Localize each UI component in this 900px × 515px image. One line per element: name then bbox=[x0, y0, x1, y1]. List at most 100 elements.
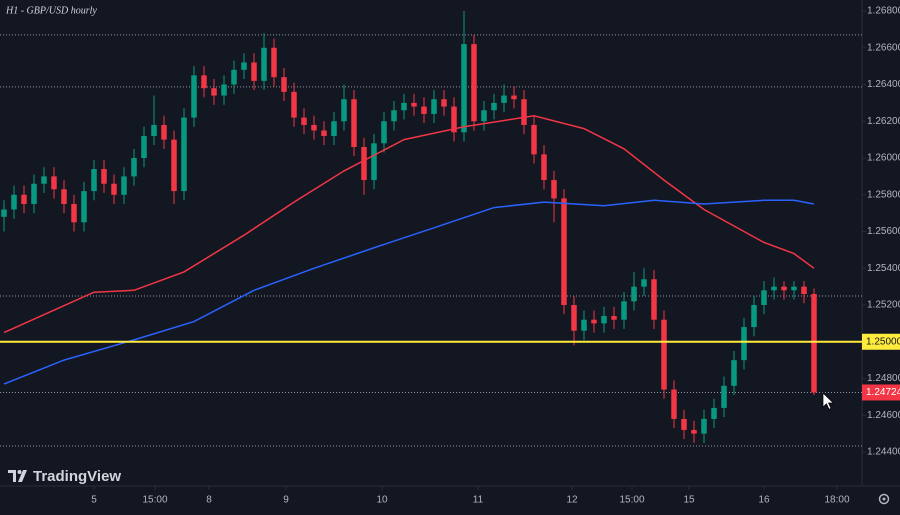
moving-average-line bbox=[3, 199, 815, 385]
candle-body bbox=[301, 117, 307, 125]
y-tick-label: 1.26800 bbox=[867, 6, 900, 17]
candle-body bbox=[341, 99, 347, 122]
y-tick-label: 1.26200 bbox=[867, 116, 900, 127]
candle-body bbox=[61, 189, 67, 204]
candle-body bbox=[291, 91, 297, 118]
watermark: TradingView bbox=[33, 468, 121, 485]
candle-body bbox=[251, 62, 257, 81]
candle-body bbox=[781, 286, 787, 291]
candle-body bbox=[471, 44, 477, 122]
last-price-tag bbox=[862, 384, 900, 401]
x-tick-label: 15:00 bbox=[619, 495, 644, 506]
candle-body bbox=[811, 293, 817, 393]
candle-body bbox=[121, 176, 127, 195]
candle-body bbox=[711, 407, 717, 419]
candle-body bbox=[321, 130, 327, 136]
candle-body bbox=[351, 99, 357, 147]
candle-body bbox=[41, 176, 47, 184]
candle-body bbox=[761, 290, 767, 306]
candle-body bbox=[31, 183, 37, 204]
candle-body bbox=[521, 99, 527, 125]
x-tick-label: 11 bbox=[473, 495, 484, 506]
candle-body bbox=[141, 135, 147, 159]
candle-body bbox=[51, 176, 57, 190]
candle-body bbox=[91, 169, 97, 192]
candle-body bbox=[201, 75, 207, 89]
candle-body bbox=[261, 47, 267, 81]
chart-title: H1 - GBP/USD hourly bbox=[5, 5, 97, 16]
x-tick-label: 15 bbox=[683, 495, 695, 506]
candle-body bbox=[221, 84, 227, 96]
candle-body bbox=[581, 319, 587, 331]
candle-body bbox=[491, 102, 497, 111]
candle-body bbox=[611, 316, 617, 320]
settings-gear[interactable] bbox=[878, 493, 890, 505]
candle-body bbox=[561, 198, 567, 306]
y-tick-label: 1.25800 bbox=[867, 189, 900, 200]
candle-body bbox=[281, 77, 287, 92]
logo bbox=[8, 470, 27, 482]
candle-body bbox=[661, 319, 667, 390]
x-tick-label: 18:00 bbox=[824, 495, 849, 506]
candle-body bbox=[1, 209, 7, 217]
x-tick-label: 10 bbox=[376, 495, 388, 506]
candle-body bbox=[421, 106, 427, 114]
candle-body bbox=[391, 110, 397, 122]
logo-icon bbox=[8, 470, 27, 482]
candle-body bbox=[111, 183, 117, 195]
candle-body bbox=[621, 301, 627, 320]
x-tick-label: 8 bbox=[206, 495, 212, 506]
last-price-label: 1.24724 bbox=[866, 387, 900, 398]
candle-body bbox=[161, 124, 167, 140]
y-tick-label: 1.25400 bbox=[867, 263, 900, 274]
candle-body bbox=[641, 279, 647, 287]
candle-body bbox=[211, 88, 217, 96]
y-tick-label: 1.26600 bbox=[867, 42, 900, 53]
candle-body bbox=[731, 360, 737, 386]
y-tick-label: 1.26400 bbox=[867, 79, 900, 90]
candle-body bbox=[271, 47, 277, 78]
candle-body bbox=[451, 106, 457, 133]
candle-body bbox=[311, 124, 317, 131]
candle-body bbox=[481, 110, 487, 122]
x-tick-label: 9 bbox=[283, 495, 289, 506]
candle-body bbox=[101, 169, 107, 184]
key-level-label: 1.25000 bbox=[866, 336, 900, 347]
candle-body bbox=[131, 158, 137, 177]
moving-average-line bbox=[3, 115, 815, 334]
candle-body bbox=[241, 62, 247, 70]
settings-icon[interactable] bbox=[878, 493, 890, 505]
candle-body bbox=[191, 75, 197, 118]
y-tick-label: 1.24600 bbox=[867, 410, 900, 421]
candle-body bbox=[531, 124, 537, 155]
candle-body bbox=[171, 139, 177, 192]
candle-body bbox=[151, 124, 157, 136]
y-tick-label: 1.26000 bbox=[867, 153, 900, 164]
plot-area bbox=[0, 11, 862, 447]
candle-body bbox=[691, 429, 697, 434]
candle-body bbox=[801, 286, 807, 294]
candle-body bbox=[721, 385, 727, 408]
y-tick-label: 1.24400 bbox=[867, 447, 900, 458]
candle-body bbox=[631, 286, 637, 302]
candle-body bbox=[671, 389, 677, 419]
candle-body bbox=[231, 69, 237, 85]
y-tick-label: 1.25200 bbox=[867, 300, 900, 311]
logo-dot bbox=[17, 470, 22, 474]
settings-gear-center[interactable] bbox=[882, 497, 886, 501]
candle-body bbox=[681, 418, 687, 430]
x-tick-label: 15:00 bbox=[142, 495, 167, 506]
y-tick-label: 1.24800 bbox=[867, 373, 900, 384]
candle-body bbox=[401, 102, 407, 111]
x-tick-label: 12 bbox=[566, 495, 578, 506]
mouse-cursor bbox=[822, 392, 835, 410]
candle-body bbox=[441, 99, 447, 107]
candle-body bbox=[331, 121, 337, 136]
candle-body bbox=[701, 418, 707, 434]
key-level-tag bbox=[862, 333, 900, 350]
candle-body bbox=[21, 194, 27, 204]
candle-body bbox=[741, 327, 747, 361]
candle-body bbox=[371, 143, 377, 181]
